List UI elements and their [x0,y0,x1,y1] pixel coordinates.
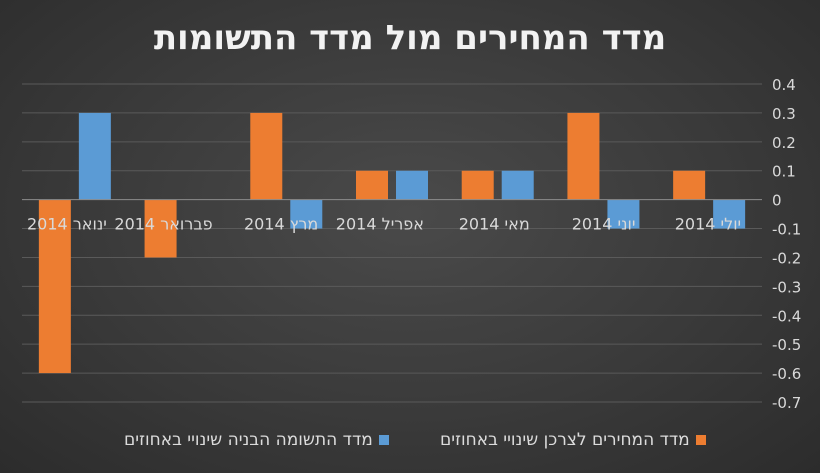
legend-label-cpi: מדד המחירים לצרכן שינויי באחוזים [440,430,690,450]
bar-inputs [713,199,746,229]
category-label: מאי 2014 [459,215,530,234]
category-label: מרץ 2014 [244,215,318,234]
category-label: פברואר 2014 [114,215,212,234]
category-label: יולי 2014 [675,215,741,234]
chart-title: מדד המחירים מול מדד התשומות [153,18,667,58]
category-label: אפריל 2014 [336,215,424,234]
y-axis-labels: 0.4 0.3 0.2 0.1 0 -0.1 -0.2 -0.3 -0.4 -0.5 -0.6 -0.… [772,76,801,412]
bar-inputs [290,199,323,229]
y-tick-label: 0 [772,192,782,210]
bar-cpi [567,112,600,200]
legend-swatch-inputs [378,435,389,445]
legend-item-inputs: מדד התשומה הבניה שינויי באחוזים [124,428,389,452]
bar-cpi [356,170,388,200]
gridlines [22,83,762,403]
bars [38,112,746,374]
bar-cpi [144,199,177,258]
bar-cpi [38,199,71,374]
bar-cpi [673,170,706,200]
y-tick-label: -0.4 [772,307,801,325]
y-tick-label: -0.2 [772,249,801,267]
bar-inputs [396,170,428,200]
y-tick-label: -0.5 [772,336,801,354]
y-tick-label: 0.3 [772,105,796,123]
y-tick-label: -0.6 [772,365,801,383]
category-label: יוני 2014 [572,215,636,234]
y-tick-label: -0.3 [772,278,801,296]
bar-inputs [501,170,534,200]
y-tick-label: 0.1 [772,163,796,181]
category-label: ינואר 2014 [27,215,107,234]
legend-label-inputs: מדד התשומה הבניה שינויי באחוזים [124,430,373,450]
legend-swatch-cpi [695,435,706,445]
bar-inputs [607,199,640,229]
y-tick-label: 0.2 [772,134,796,152]
bar-inputs [78,112,111,200]
bar-cpi [461,170,494,200]
category-labels: ינואר 2014 פברואר 2014 מרץ 2014 אפריל 2014 מ… [27,215,741,234]
legend-item-cpi: מדד המחירים לצרכן שינויי באחוזים [440,428,706,452]
y-tick-label: -0.1 [772,221,801,239]
y-tick-label: -0.7 [772,394,801,412]
bar-cpi [250,112,283,200]
y-tick-label: 0.4 [772,76,796,94]
